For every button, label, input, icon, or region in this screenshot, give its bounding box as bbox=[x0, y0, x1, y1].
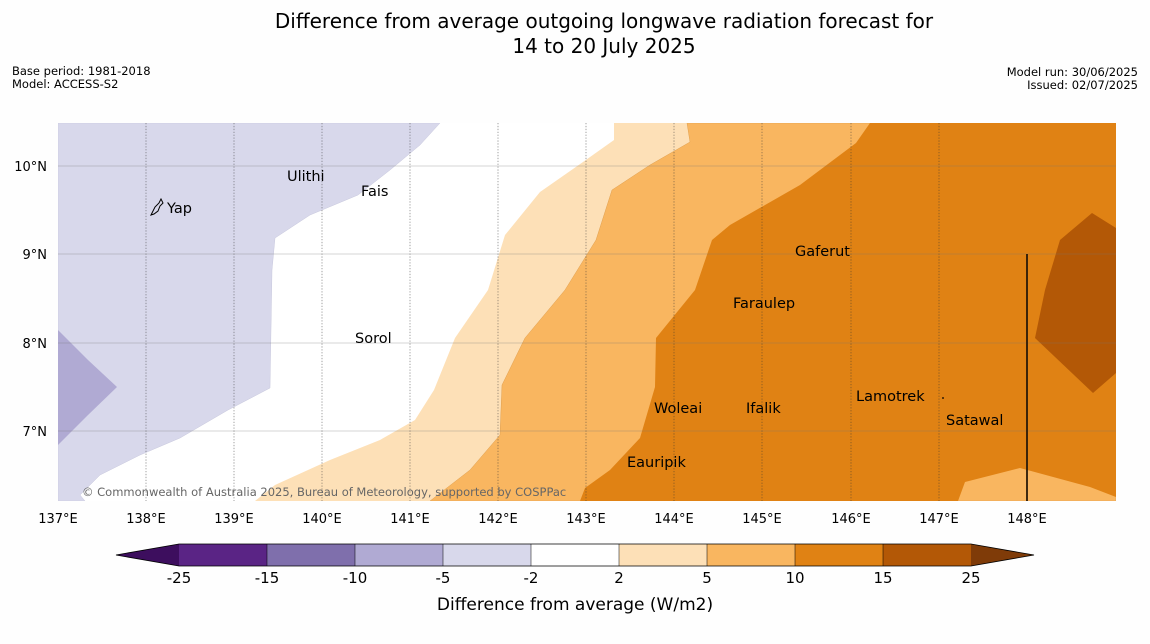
svg-text:-25: -25 bbox=[167, 569, 192, 587]
region-neg-10-5 bbox=[58, 330, 117, 445]
svg-text:147°E: 147°E bbox=[919, 512, 959, 527]
svg-text:5: 5 bbox=[702, 569, 712, 587]
place-woleai: Woleai bbox=[654, 401, 702, 417]
place-gaferut: Gaferut bbox=[795, 244, 850, 260]
colorbar-ticks: -25 -15 -10 -5 -2 2 5 10 15 25 bbox=[167, 569, 981, 587]
colorbar-below-extension bbox=[116, 544, 179, 566]
colorbar-bin-1 bbox=[179, 544, 267, 566]
title-line-1: Difference from average outgoing longwav… bbox=[274, 9, 934, 33]
svg-text:10: 10 bbox=[785, 569, 804, 587]
svg-text:9°N: 9°N bbox=[23, 248, 48, 263]
place-sorol: Sorol bbox=[355, 331, 392, 347]
place-eauripik: Eauripik bbox=[627, 455, 686, 471]
region-10-15 bbox=[580, 123, 1116, 501]
svg-text:140°E: 140°E bbox=[302, 512, 342, 527]
svg-text:-5: -5 bbox=[436, 569, 451, 587]
colorbar-dividers bbox=[266, 544, 884, 566]
copyright-notice: © Commonwealth of Australia 2025, Bureau… bbox=[82, 485, 566, 499]
svg-text:139°E: 139°E bbox=[214, 512, 254, 527]
svg-text:144°E: 144°E bbox=[654, 512, 694, 527]
colorbar-bin-2 bbox=[267, 544, 355, 566]
colorbar-bin-4 bbox=[443, 544, 531, 566]
svg-text:7°N: 7°N bbox=[23, 425, 48, 440]
place-labels: Yap Ulithi Fais Sorol Gaferut Faraulep W… bbox=[166, 169, 1003, 471]
yap-island-shape bbox=[150, 197, 164, 216]
longitude-gridlines bbox=[145, 123, 940, 501]
colorbar-outline bbox=[115, 543, 1035, 567]
colorbar-bin-8 bbox=[795, 544, 883, 566]
colorbar-bin-3 bbox=[355, 544, 443, 566]
place-lamotrek: Lamotrek bbox=[856, 389, 925, 405]
map-title: Difference from average outgoing longwav… bbox=[0, 9, 1150, 59]
island-dot bbox=[942, 397, 944, 399]
place-ifalik: Ifalik bbox=[746, 401, 781, 417]
issued-date: Issued: 02/07/2025 bbox=[1027, 78, 1138, 92]
region-neg-5-2 bbox=[58, 123, 441, 501]
svg-text:142°E: 142°E bbox=[478, 512, 518, 527]
colorbar-bin-7 bbox=[707, 544, 795, 566]
place-yap: Yap bbox=[166, 201, 192, 217]
map-panel bbox=[58, 123, 1116, 501]
svg-text:145°E: 145°E bbox=[742, 512, 782, 527]
svg-text:-10: -10 bbox=[343, 569, 368, 587]
svg-text:141°E: 141°E bbox=[390, 512, 430, 527]
colorbar-above-extension bbox=[971, 544, 1034, 566]
svg-text:8°N: 8°N bbox=[23, 337, 48, 352]
svg-text:10°N: 10°N bbox=[14, 160, 47, 175]
svg-text:137°E: 137°E bbox=[38, 512, 78, 527]
longitude-labels: 137°E 138°E 139°E 140°E 141°E 142°E 143°… bbox=[38, 512, 1047, 527]
latitude-labels: 10°N 9°N 8°N 7°N bbox=[14, 160, 47, 440]
svg-text:143°E: 143°E bbox=[566, 512, 606, 527]
meta-left: Base period: 1981-2018 Model: ACCESS-S2 bbox=[12, 65, 151, 91]
svg-text:15: 15 bbox=[873, 569, 892, 587]
svg-text:-2: -2 bbox=[524, 569, 539, 587]
svg-text:138°E: 138°E bbox=[126, 512, 166, 527]
svg-text:-15: -15 bbox=[255, 569, 280, 587]
region-15-25 bbox=[1035, 213, 1116, 393]
place-ulithi: Ulithi bbox=[287, 169, 325, 185]
model-name: Model: ACCESS-S2 bbox=[12, 77, 119, 91]
place-fais: Fais bbox=[361, 184, 388, 200]
colorbar-bin-6 bbox=[619, 544, 707, 566]
model-run: Model run: 30/06/2025 bbox=[1006, 65, 1138, 79]
svg-text:146°E: 146°E bbox=[831, 512, 871, 527]
meta-right: Model run: 30/06/2025 Issued: 02/07/2025 bbox=[1007, 66, 1138, 92]
colorbar-bin-5 bbox=[531, 544, 619, 566]
colorbar-bin-9 bbox=[883, 544, 971, 566]
svg-text:2: 2 bbox=[614, 569, 624, 587]
title-line-2: 14 to 20 July 2025 bbox=[512, 34, 696, 58]
latitude-gridlines bbox=[58, 165, 1116, 432]
place-satawal: Satawal bbox=[946, 413, 1003, 429]
colorbar-label: Difference from average (W/m2) bbox=[437, 595, 713, 615]
svg-text:148°E: 148°E bbox=[1007, 512, 1047, 527]
place-faraulep: Faraulep bbox=[733, 296, 795, 312]
base-period: Base period: 1981-2018 bbox=[12, 64, 151, 78]
svg-text:25: 25 bbox=[961, 569, 980, 587]
colorbar: -25 -15 -10 -5 -2 2 5 10 15 25 Differenc… bbox=[115, 543, 1035, 615]
